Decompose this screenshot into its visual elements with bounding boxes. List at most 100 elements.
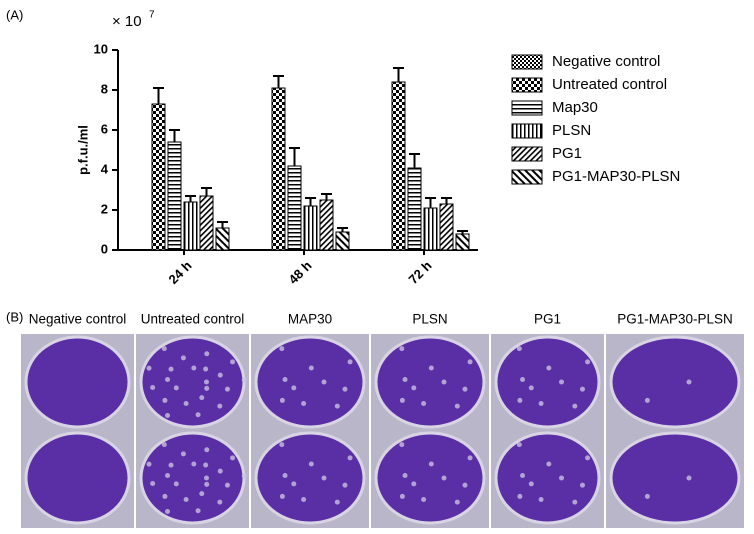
legend-label: PG1 — [552, 145, 582, 162]
plate-well — [609, 431, 741, 525]
plate-label: PLSN — [412, 312, 447, 327]
x-tick-label: 72 h — [406, 258, 435, 287]
error-bar — [289, 147, 300, 166]
plaque — [301, 401, 307, 407]
plaque — [559, 475, 564, 481]
plaque — [191, 365, 197, 371]
plaque — [199, 491, 205, 497]
error-bar — [273, 75, 284, 88]
plaque — [162, 493, 168, 499]
bar — [167, 141, 182, 251]
plaque — [538, 497, 544, 503]
bar — [407, 167, 422, 251]
plaque — [579, 386, 585, 392]
plaque — [204, 481, 210, 487]
plaque — [462, 482, 468, 488]
plaque — [428, 461, 434, 467]
plaque — [399, 442, 405, 448]
plaque — [161, 346, 167, 352]
plaque — [217, 499, 223, 505]
plaque — [516, 346, 522, 352]
plaque — [230, 455, 236, 461]
plaque — [279, 346, 285, 352]
bar — [215, 227, 230, 251]
plaque — [217, 403, 223, 409]
plaque — [399, 397, 405, 403]
x-tick-label: 24 h — [166, 258, 195, 287]
plaque — [204, 351, 210, 357]
plaque — [572, 499, 578, 505]
plaque — [421, 401, 427, 407]
error-bar — [409, 153, 420, 168]
plaque — [217, 372, 223, 378]
plaque — [150, 481, 156, 487]
plate-label: MAP30 — [288, 312, 332, 327]
y-tick-label: 10 — [94, 41, 108, 56]
plaque — [546, 461, 552, 467]
plaque — [195, 412, 201, 418]
plaque — [528, 385, 534, 391]
plate-well — [24, 431, 131, 525]
plaque — [585, 359, 591, 365]
plaque — [279, 493, 285, 499]
plaque — [462, 386, 468, 392]
legend-label: PG1-MAP30-PLSN — [552, 168, 680, 185]
error-bar — [393, 67, 404, 82]
bar — [455, 233, 470, 251]
plate-well — [494, 431, 601, 525]
bar — [287, 165, 302, 251]
plaque — [308, 365, 314, 371]
plaque — [686, 475, 692, 481]
plaque — [517, 493, 523, 499]
plate-label: Untreated control — [141, 312, 245, 327]
plaque — [411, 385, 417, 391]
plaque — [585, 455, 591, 461]
plaque — [520, 473, 526, 479]
error-bar — [217, 221, 228, 228]
plaque — [516, 442, 522, 448]
legend-label: PLSN — [552, 122, 591, 139]
plaque — [342, 386, 348, 392]
plaque — [195, 508, 201, 514]
plaque — [686, 379, 692, 385]
plaque — [411, 481, 417, 487]
plaque — [217, 468, 223, 474]
y-tick-label: 4 — [101, 161, 109, 176]
y-axis-label: p.f.u./ml — [75, 125, 90, 175]
plaque — [321, 475, 327, 481]
error-bar — [337, 227, 348, 232]
bar — [199, 195, 214, 251]
plaque — [441, 475, 447, 481]
plaque — [402, 473, 408, 479]
plaque — [399, 493, 405, 499]
panel-label: (B) — [6, 309, 23, 324]
plaque — [579, 482, 585, 488]
plate-label: PG1 — [534, 312, 561, 327]
plaque — [572, 403, 578, 409]
plaque — [204, 475, 209, 481]
bar — [439, 203, 454, 251]
plaque — [301, 497, 307, 503]
plaque — [467, 455, 473, 461]
legend-swatch — [511, 169, 543, 185]
plaque — [279, 442, 285, 448]
error-bar — [425, 197, 436, 208]
plaque — [291, 385, 297, 391]
plate-well — [139, 335, 246, 429]
error-bar — [169, 129, 180, 142]
plaque — [165, 473, 171, 479]
plaque — [150, 385, 156, 391]
legend-swatch — [511, 100, 543, 116]
plaque — [644, 493, 650, 499]
legend-label: Negative control — [552, 53, 660, 70]
plate-well — [139, 431, 246, 525]
plaque — [146, 365, 152, 371]
error-bar — [441, 197, 452, 204]
bar — [151, 103, 166, 251]
plaque — [454, 403, 460, 409]
plaque — [180, 355, 186, 361]
y-tick-label: 6 — [101, 121, 108, 136]
plaque — [528, 481, 534, 487]
plaque — [204, 385, 210, 391]
